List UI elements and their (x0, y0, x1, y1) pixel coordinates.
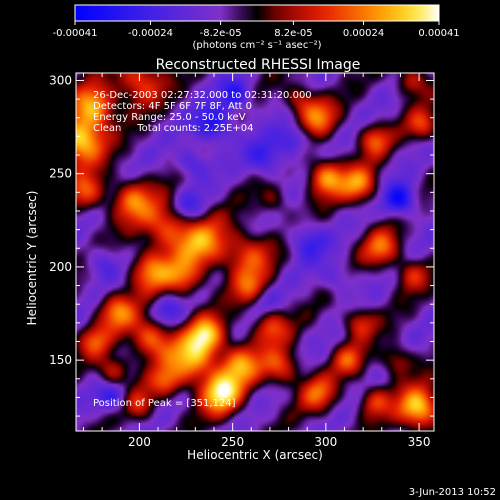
axis-tick-labels: 200 250 300 350 150 200 250 300 (49, 73, 430, 449)
colorbar-tick-label: -0.00024 (128, 28, 173, 39)
heatmap-image (76, 73, 434, 431)
chart-title: Reconstructed RHESSI Image (156, 57, 361, 73)
colorbar-ticks: -0.00041 -0.00024 -8.2e-05 8.2e-05 0.00024 0.… (53, 21, 460, 39)
y-tick-label: 150 (49, 353, 72, 367)
colorbar-tick-label: -0.00041 (53, 28, 98, 39)
plot-frame (75, 72, 435, 432)
colorbar-tick-label: 8.2e-05 (274, 28, 312, 39)
x-tick-label: 200 (128, 435, 151, 449)
y-axis-title: Heliocentric Y (arcsec) (25, 191, 39, 326)
colorbar (74, 4, 440, 22)
x-tick-label: 350 (408, 435, 431, 449)
x-tick-label: 250 (221, 435, 244, 449)
colorbar-tick-label: 0.00041 (418, 28, 459, 39)
y-tick-label: 250 (49, 167, 72, 181)
annotation-energy: Energy Range: 25.0 - 50.0 keV (93, 112, 246, 123)
x-axis-title: Heliocentric X (arcsec) (187, 448, 323, 462)
colorbar-units: (photons cm⁻² s⁻¹ asec⁻²) (192, 40, 321, 51)
peak-position-label: Position of Peak = [351,124] (93, 398, 236, 409)
y-tick-label: 300 (49, 73, 72, 87)
colorbar-tick-label: 0.00024 (343, 28, 384, 39)
annotation-block: 26-Dec-2003 02:27:32.000 to 02:31:20.000… (93, 90, 312, 134)
y-tick-label: 200 (49, 260, 72, 274)
footer-date: 3-Jun-2013 10:52 (409, 487, 496, 498)
annotation-method: Clean Total counts: 2.25E+04 (93, 123, 253, 134)
annotation-time: 26-Dec-2003 02:27:32.000 to 02:31:20.000 (93, 90, 312, 101)
colorbar-tick-label: -8.2e-05 (200, 28, 242, 39)
axis-ticks (76, 73, 434, 431)
annotation-detectors: Detectors: 4F 5F 6F 7F 8F, Att 0 (93, 101, 252, 112)
x-tick-label: 300 (314, 435, 337, 449)
